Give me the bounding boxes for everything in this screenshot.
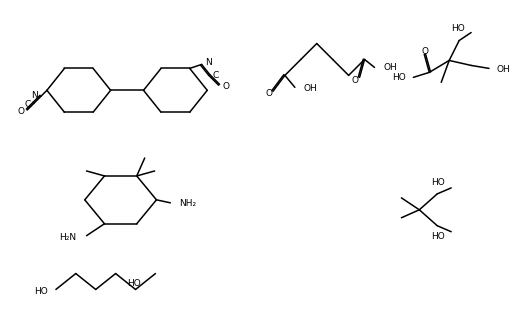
Text: HO: HO <box>451 24 465 33</box>
Text: C: C <box>25 100 31 109</box>
Text: HO: HO <box>34 287 48 296</box>
Text: O: O <box>351 76 358 85</box>
Text: HO: HO <box>392 73 405 82</box>
Text: N: N <box>204 58 211 67</box>
Text: C: C <box>213 71 219 80</box>
Text: H₂N: H₂N <box>60 233 76 242</box>
Text: HO: HO <box>127 279 140 288</box>
Text: O: O <box>17 107 24 115</box>
Text: HO: HO <box>431 178 445 187</box>
Text: O: O <box>422 47 429 56</box>
Text: O: O <box>266 89 272 98</box>
Text: OH: OH <box>497 65 511 74</box>
Text: OH: OH <box>383 63 397 72</box>
Text: O: O <box>223 82 230 91</box>
Text: OH: OH <box>304 84 317 93</box>
Text: NH₂: NH₂ <box>179 199 197 208</box>
Text: HO: HO <box>431 232 445 241</box>
Text: N: N <box>31 91 38 100</box>
